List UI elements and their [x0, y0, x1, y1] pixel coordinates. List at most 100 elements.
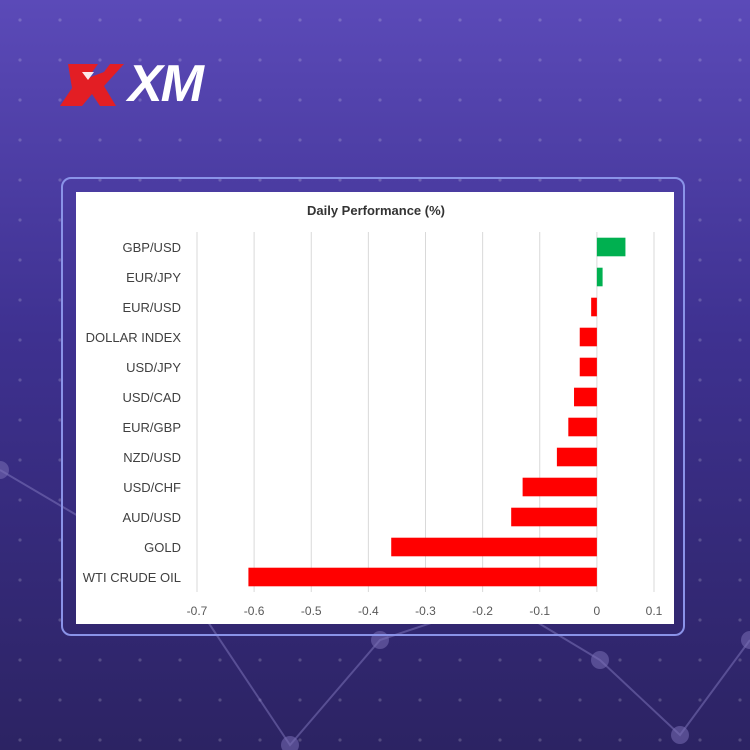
bg-dot — [458, 138, 462, 142]
bg-dot — [98, 58, 102, 62]
bg-dot — [578, 658, 582, 662]
bg-dot — [738, 138, 742, 142]
bar — [574, 387, 597, 407]
bg-dot — [18, 418, 22, 422]
bg-dot — [18, 618, 22, 622]
x-tick-label: -0.4 — [358, 604, 379, 618]
category-label: EUR/GBP — [122, 420, 181, 435]
bg-dot — [618, 698, 622, 702]
bar — [391, 537, 597, 557]
bg-dot — [18, 218, 22, 222]
bg-dot — [698, 618, 702, 622]
category-label: EUR/JPY — [126, 270, 181, 285]
bg-dot — [738, 338, 742, 342]
bg-dot — [698, 218, 702, 222]
chart-title: Daily Performance (%) — [307, 203, 445, 218]
category-label: WTI CRUDE OIL — [83, 570, 181, 585]
bg-dot — [298, 738, 302, 742]
bg-dot — [738, 418, 742, 422]
logo-text: XM — [128, 55, 204, 113]
bg-dot — [138, 18, 142, 22]
bg-dot — [58, 578, 62, 582]
bg-dot — [98, 178, 102, 182]
bar — [579, 327, 597, 347]
bg-dot — [738, 618, 742, 622]
bg-dot — [58, 658, 62, 662]
bg-dot — [338, 738, 342, 742]
bg-dot — [58, 418, 62, 422]
bg-dot — [338, 658, 342, 662]
bg-dot — [538, 698, 542, 702]
bg-dot — [18, 698, 22, 702]
bg-dot — [258, 98, 262, 102]
bg-dot — [338, 98, 342, 102]
bg-dot — [738, 298, 742, 302]
category-label: USD/CHF — [123, 480, 181, 495]
bg-dot — [698, 138, 702, 142]
bg-dot — [378, 658, 382, 662]
bg-dot — [538, 738, 542, 742]
bg-dot — [738, 178, 742, 182]
bg-dot — [58, 458, 62, 462]
bg-dot — [538, 658, 542, 662]
bg-dot — [578, 738, 582, 742]
category-label: DOLLAR INDEX — [86, 330, 182, 345]
bg-dot — [458, 738, 462, 742]
category-label: AUD/USD — [122, 510, 181, 525]
bg-dot — [698, 18, 702, 22]
bg-dot — [258, 138, 262, 142]
bg-dot — [738, 538, 742, 542]
bg-dot — [138, 98, 142, 102]
bg-dot — [58, 698, 62, 702]
bg-dot — [698, 58, 702, 62]
bg-dot — [58, 298, 62, 302]
bg-dot — [338, 138, 342, 142]
bg-dot — [618, 58, 622, 62]
x-tick-label: -0.7 — [187, 604, 208, 618]
bar — [596, 237, 626, 257]
bg-dot — [58, 138, 62, 142]
bg-dot — [738, 458, 742, 462]
bg-dot — [738, 18, 742, 22]
bg-dot — [698, 698, 702, 702]
gridlines — [196, 232, 655, 592]
bg-dot — [58, 538, 62, 542]
bg-dot — [698, 418, 702, 422]
bg-dot — [338, 698, 342, 702]
x-tick-label: -0.3 — [415, 604, 436, 618]
bg-dot — [498, 178, 502, 182]
bg-dot — [138, 138, 142, 142]
bg-dot — [218, 98, 222, 102]
bg-dot — [218, 738, 222, 742]
bg-dot — [18, 458, 22, 462]
bg-dot — [18, 98, 22, 102]
bg-dot — [418, 658, 422, 662]
bg-dot — [418, 138, 422, 142]
bg-dot — [578, 98, 582, 102]
bg-dot — [458, 58, 462, 62]
bg-dot — [18, 578, 22, 582]
bg-dot — [538, 58, 542, 62]
bg-dot — [738, 98, 742, 102]
x-tick-label: -0.2 — [472, 604, 493, 618]
bg-dot — [378, 138, 382, 142]
bg-dot — [378, 698, 382, 702]
bg-dot — [258, 738, 262, 742]
bg-dot — [58, 618, 62, 622]
bg-dot — [298, 658, 302, 662]
bg-dot — [218, 58, 222, 62]
bg-dot — [658, 698, 662, 702]
bg-dot — [698, 538, 702, 542]
bg-dot — [138, 738, 142, 742]
bg-dot — [178, 58, 182, 62]
bg-node — [281, 736, 299, 750]
bg-dot — [58, 58, 62, 62]
bg-dot — [698, 178, 702, 182]
bg-dot — [618, 738, 622, 742]
bg-dot — [138, 58, 142, 62]
bg-dot — [658, 738, 662, 742]
bg-dot — [258, 698, 262, 702]
bg-dot — [18, 178, 22, 182]
bg-dot — [418, 98, 422, 102]
bg-dot — [498, 658, 502, 662]
